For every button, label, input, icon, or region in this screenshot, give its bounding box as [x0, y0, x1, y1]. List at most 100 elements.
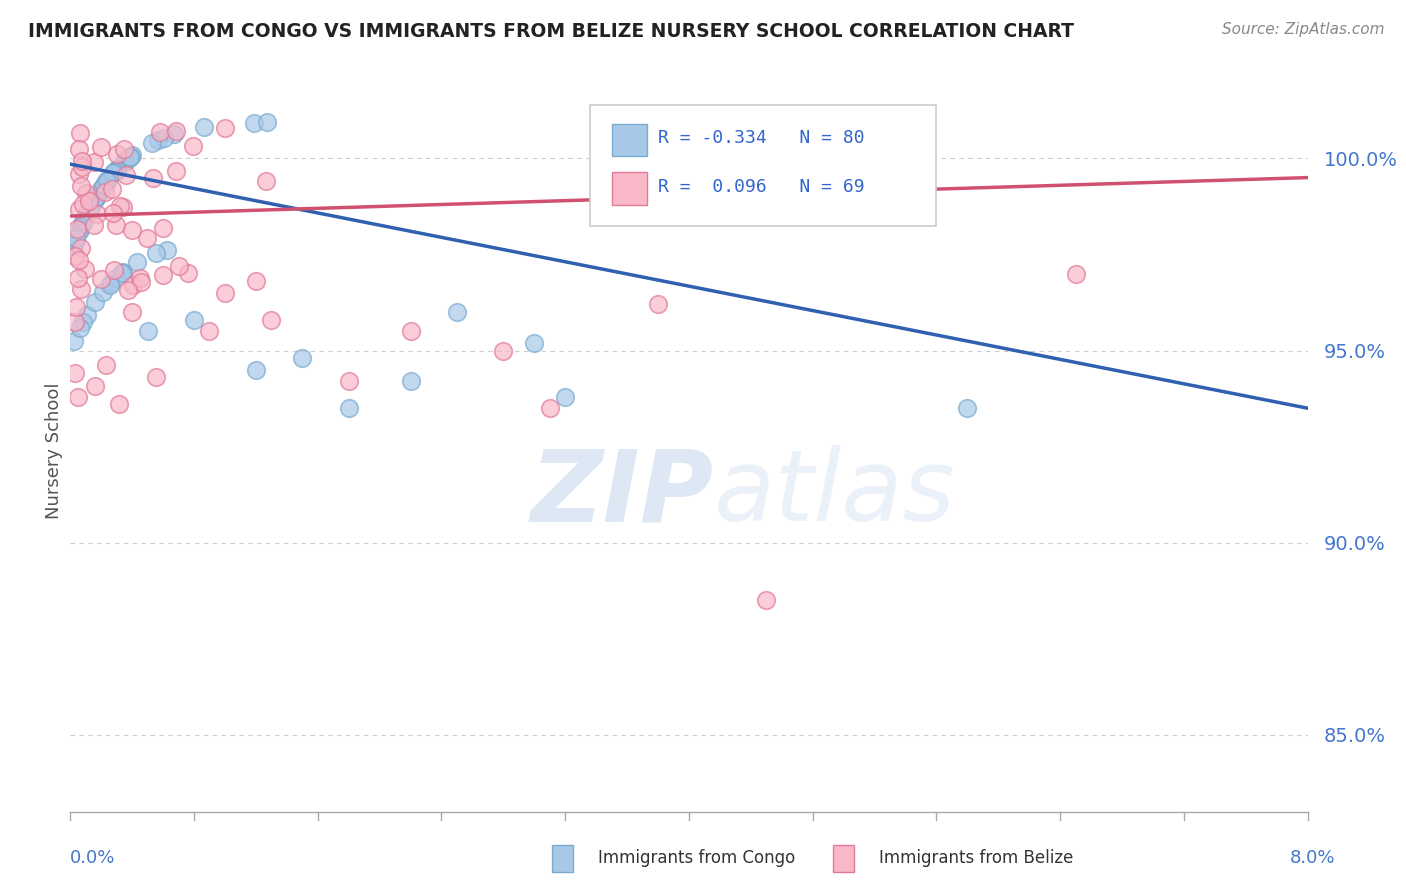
Point [90, 271, 112, 285]
Point [446, 305, 468, 319]
Point [72, 315, 94, 329]
Point [67, 224, 90, 238]
Point [80, 199, 103, 213]
Point [86, 188, 108, 202]
Point [193, 120, 215, 135]
Point [103, 165, 125, 179]
Point [90, 182, 112, 196]
Point [86, 207, 108, 221]
Point [70, 241, 93, 255]
Point [67, 167, 90, 181]
Point [115, 168, 138, 182]
FancyBboxPatch shape [591, 105, 936, 227]
Point [63, 235, 86, 249]
Point [86, 189, 108, 203]
Point [75, 186, 97, 201]
Point [121, 148, 143, 162]
Text: 0.0%: 0.0% [70, 849, 115, 867]
Point [70, 217, 93, 231]
Point [121, 223, 143, 237]
Point [70, 178, 93, 193]
Point [647, 297, 669, 311]
Point [69, 321, 91, 335]
Point [65, 231, 87, 245]
Point [142, 171, 165, 186]
Point [84, 192, 107, 206]
Point [94, 176, 117, 190]
Point [77, 204, 100, 219]
Point [67, 142, 90, 156]
Text: ZIP: ZIP [530, 445, 714, 542]
Point [108, 397, 131, 411]
Point [105, 162, 128, 177]
Point [112, 201, 135, 215]
Point [122, 277, 145, 292]
Point [75, 208, 97, 222]
Point [66, 222, 89, 236]
Point [523, 335, 546, 350]
Y-axis label: Nursery School: Nursery School [45, 382, 63, 519]
Point [65, 300, 87, 314]
Point [69, 223, 91, 237]
Point [103, 262, 125, 277]
Point [103, 165, 125, 179]
Text: IMMIGRANTS FROM CONGO VS IMMIGRANTS FROM BELIZE NURSERY SCHOOL CORRELATION CHART: IMMIGRANTS FROM CONGO VS IMMIGRANTS FROM… [28, 22, 1074, 41]
Point [94, 358, 117, 372]
Point [77, 204, 100, 219]
Point [76, 205, 98, 219]
Point [167, 259, 190, 273]
Point [177, 267, 200, 281]
Point [755, 593, 778, 607]
Point [128, 271, 150, 285]
Point [100, 182, 122, 196]
Point [136, 231, 159, 245]
Text: 8.0%: 8.0% [1291, 849, 1336, 867]
Point [83, 154, 105, 169]
Point [152, 131, 174, 145]
Point [149, 125, 172, 139]
Point [67, 271, 90, 285]
Point [492, 343, 515, 358]
Point [337, 374, 360, 388]
Point [111, 266, 134, 280]
Point [73, 213, 96, 227]
Text: Immigrants from Belize: Immigrants from Belize [879, 849, 1073, 867]
Point [70, 153, 93, 168]
Point [96, 173, 118, 187]
Point [62, 239, 84, 253]
Point [84, 190, 107, 204]
Point [118, 150, 141, 164]
Point [112, 142, 135, 156]
Point [67, 202, 90, 216]
Point [77, 194, 100, 209]
Point [66, 390, 89, 404]
Point [129, 275, 152, 289]
Text: Source: ZipAtlas.com: Source: ZipAtlas.com [1222, 22, 1385, 37]
Point [93, 178, 115, 192]
Point [90, 140, 112, 154]
Text: R =  0.096   N = 69: R = 0.096 N = 69 [658, 178, 865, 195]
Point [93, 285, 115, 299]
Point [256, 115, 278, 129]
Point [75, 209, 97, 223]
Point [98, 277, 121, 292]
Point [82, 194, 104, 209]
Point [399, 324, 422, 338]
Point [76, 309, 98, 323]
Point [111, 266, 134, 280]
Point [84, 190, 107, 204]
Point [75, 262, 97, 277]
Point [69, 126, 91, 140]
Point [146, 133, 169, 147]
Point [63, 249, 86, 263]
Point [554, 390, 576, 404]
Point [156, 243, 179, 257]
Point [104, 271, 127, 285]
Point [254, 174, 277, 188]
Point [163, 128, 186, 142]
Point [291, 351, 314, 366]
Point [104, 219, 127, 233]
Point [165, 124, 187, 138]
Point [145, 246, 167, 260]
Point [956, 401, 979, 416]
